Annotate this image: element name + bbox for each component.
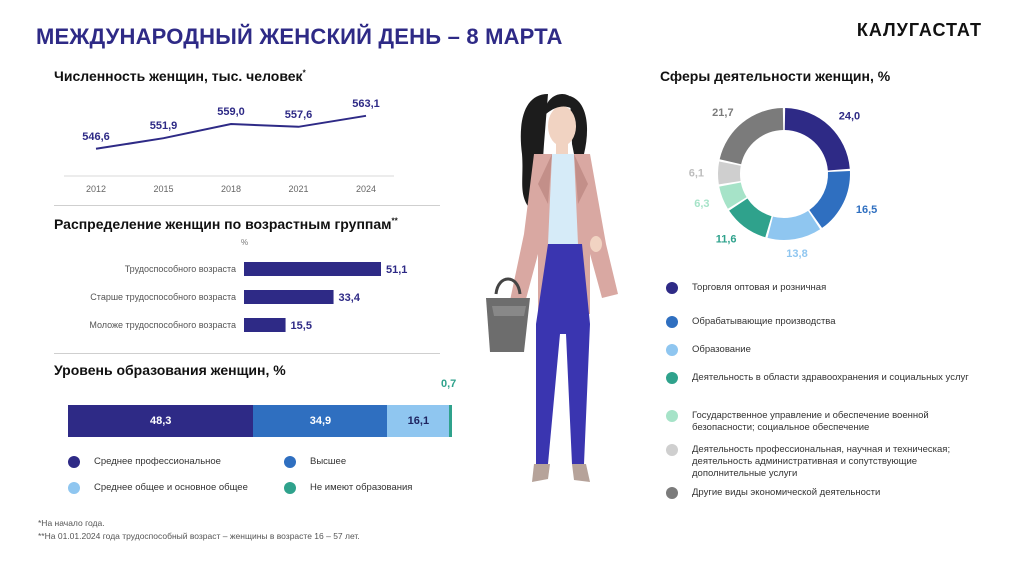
population-year-tick: 2015 <box>153 184 173 194</box>
spheres-donut-chart: 24,0 16,5 13,8 11,6 6,3 6,1 21,7 <box>689 107 878 260</box>
legend-label: Торговля оптовая и розничная <box>692 282 827 293</box>
population-value-label: 557,6 <box>285 109 313 121</box>
legend-swatch <box>666 344 678 356</box>
legend-swatch <box>68 456 80 468</box>
divider <box>54 205 440 206</box>
spheres-legend-item: Деятельность в области здравоохранения и… <box>666 372 986 384</box>
population-year-tick: 2024 <box>356 184 376 194</box>
legend-swatch <box>284 482 296 494</box>
population-year-tick: 2012 <box>86 184 106 194</box>
population-value-label: 563,1 <box>352 98 380 110</box>
footnote-mark: ** <box>391 216 398 226</box>
donut-slice <box>767 210 821 240</box>
population-value-label: 559,0 <box>217 106 245 118</box>
age-category-label: Старше трудоспособного возраста <box>90 292 236 302</box>
age-bar <box>244 318 286 332</box>
donut-slice <box>729 198 772 238</box>
legend-label: Образование <box>692 344 751 355</box>
donut-slice <box>784 108 850 171</box>
no-education-value-label: 0,7 <box>441 378 457 390</box>
legend-swatch <box>666 487 678 499</box>
education-stacked-bar: 48,3 34,9 16,1 <box>68 405 452 437</box>
legend-label: Высшее <box>310 456 347 467</box>
legend-swatch <box>666 444 678 456</box>
donut-value-label: 24,0 <box>839 111 860 123</box>
education-legend: Среднее профессиональное Высшее Среднее об… <box>68 448 468 504</box>
footnote-1: *На начало года. <box>38 518 105 528</box>
age-bar <box>244 262 381 276</box>
donut-slice <box>719 182 747 209</box>
legend-label: Обрабатывающие производства <box>692 316 836 327</box>
spheres-legend: Торговля оптовая и розничная Обрабатывающ… <box>666 282 996 512</box>
legend-swatch <box>666 282 678 294</box>
education-legend-item: Высшее <box>284 456 346 468</box>
spheres-legend-item: Деятельность профессиональная, научная и… <box>666 444 986 480</box>
age-category-label: Моложе трудоспособного возраста <box>89 320 236 330</box>
age-value-label: 51,1 <box>386 264 407 276</box>
donut-slice <box>718 161 741 185</box>
page-title: МЕЖДУНАРОДНЫЙ ЖЕНСКИЙ ДЕНЬ – 8 МАРТА <box>36 24 563 49</box>
spheres-legend-item: Государственное управление и обеспечение… <box>666 410 986 434</box>
woman-illustration <box>486 94 618 482</box>
legend-swatch <box>284 456 296 468</box>
age-category-label: Трудоспособного возраста <box>125 264 236 274</box>
donut-slice <box>809 171 850 228</box>
education-segment: 34,9 <box>253 405 388 437</box>
age-value-label: 33,4 <box>339 292 361 304</box>
spheres-heading: Сферы деятельности женщин, % <box>660 68 891 84</box>
age-heading-text: Распределение женщин по возрастным групп… <box>54 216 392 232</box>
age-bar <box>244 290 334 304</box>
age-heading: Распределение женщин по возрастным групп… <box>54 216 398 232</box>
spheres-legend-item: Обрабатывающие производства <box>666 316 986 328</box>
donut-value-label: 6,1 <box>689 168 704 180</box>
population-series-line <box>95 114 367 150</box>
spheres-legend-item: Образование <box>666 344 986 356</box>
population-line-chart: 546,6 2012 551,9 2015 559,0 2018 557,6 2021 563,… <box>64 98 394 194</box>
legend-label: Среднее профессиональное <box>94 456 221 467</box>
population-heading: Численность женщин, тыс. человек* <box>54 68 306 84</box>
donut-value-label: 11,6 <box>716 233 737 245</box>
footnote-mark: * <box>302 68 306 78</box>
age-unit: % <box>241 238 249 247</box>
donut-slice <box>719 108 784 165</box>
donut-value-label: 6,3 <box>694 198 709 210</box>
legend-swatch <box>666 316 678 328</box>
population-value-label: 551,9 <box>150 120 178 132</box>
population-heading-text: Численность женщин, тыс. человек <box>54 68 303 84</box>
donut-value-label: 16,5 <box>856 204 877 216</box>
spheres-legend-item: Торговля оптовая и розничная <box>666 282 986 294</box>
population-year-tick: 2021 <box>288 184 308 194</box>
education-legend-item: Среднее профессиональное <box>68 456 221 468</box>
legend-label: Деятельность профессиональная, научная и… <box>692 444 951 479</box>
divider <box>54 353 440 354</box>
education-segment <box>449 405 452 437</box>
legend-label: Другие виды экономической деятельности <box>692 487 881 498</box>
donut-value-label: 13,8 <box>786 248 807 260</box>
age-value-label: 15,5 <box>291 320 312 332</box>
legend-swatch <box>68 482 80 494</box>
legend-label: Среднее общее и основное общее <box>94 482 248 493</box>
legend-label: Государственное управление и обеспечение… <box>692 410 929 433</box>
footnote-2: **На 01.01.2024 года трудоспособный возр… <box>38 531 360 541</box>
legend-label: Не имеют образования <box>310 482 413 493</box>
education-legend-item: Не имеют образования <box>284 482 412 494</box>
legend-label: Деятельность в области здравоохранения и… <box>692 372 969 383</box>
education-heading: Уровень образования женщин, % <box>54 362 286 378</box>
legend-swatch <box>666 410 678 422</box>
population-year-tick: 2018 <box>221 184 241 194</box>
population-value-label: 546,6 <box>82 131 110 143</box>
spheres-legend-item: Другие виды экономической деятельности <box>666 487 986 499</box>
brand-logo: КАЛУГАСТАТ <box>856 20 982 40</box>
education-segment: 16,1 <box>387 405 450 437</box>
legend-swatch <box>666 372 678 384</box>
education-legend-item: Среднее общее и основное общее <box>68 482 248 494</box>
donut-value-label: 21,7 <box>712 107 733 119</box>
age-bar-chart: Трудоспособного возраста 51,1 Старше трудо… <box>89 262 407 332</box>
education-segment: 48,3 <box>68 405 254 437</box>
